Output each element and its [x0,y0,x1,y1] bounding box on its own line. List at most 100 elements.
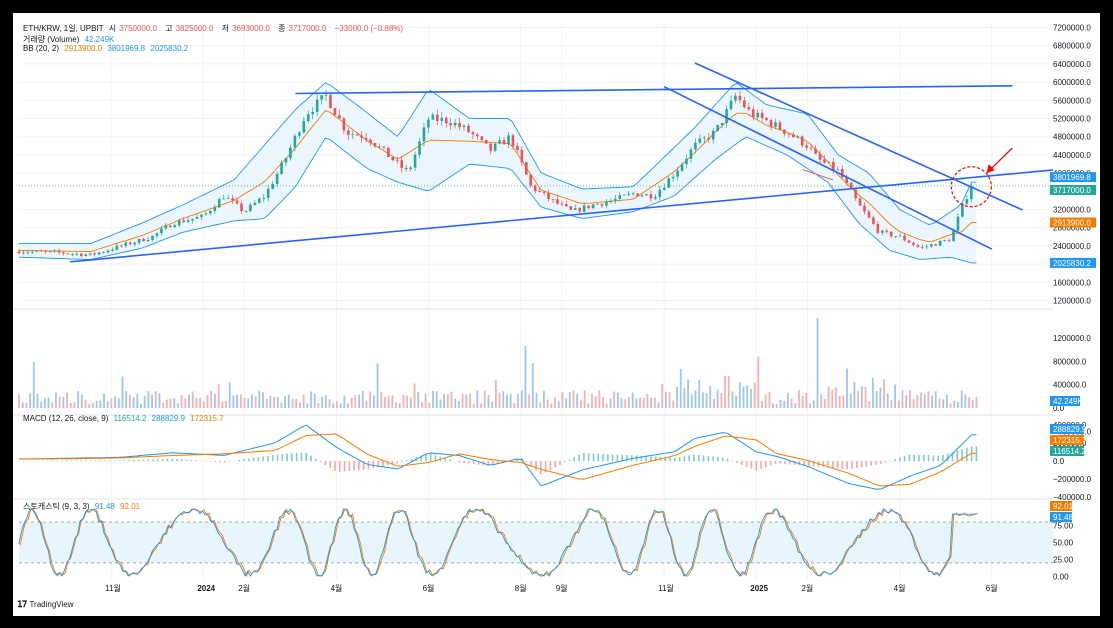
volume-bar [772,403,775,408]
volume-bar [232,395,235,408]
volume-bar [835,387,837,408]
candle-body [169,225,172,228]
volume-bar [572,390,575,408]
volume-bar [750,388,752,408]
candle-body [244,211,248,212]
volume-bar [576,393,579,408]
macd-hist-value: 116514.2 [113,414,147,423]
volume-bar [195,398,198,408]
candle-body [760,112,764,118]
volume-bar [550,403,553,408]
volume-bar [428,402,431,408]
volume-bar [154,391,157,408]
volume-bar [908,390,911,408]
candle-body [645,194,648,196]
macd-histogram-bar [228,460,231,462]
volume-bar [945,394,948,408]
volume-bar [18,394,20,408]
candle-body [596,203,599,205]
volume-bar [942,399,945,408]
macd-axis-badge [1050,446,1084,456]
volume-bar [923,394,926,408]
volume-bar [73,402,76,408]
macd-histogram-bar [908,454,911,462]
candle-body [111,249,114,251]
volume-bar [602,397,604,408]
macd-histogram-bar [51,460,54,462]
volume-bar [265,398,268,408]
macd-histogram-bar [377,460,379,468]
price-tick-label: 6800000.0 [1053,42,1091,51]
macd-tick-label: −200000.0 [1053,475,1092,484]
volume-bar [358,394,360,408]
volume-bar [395,402,397,408]
candle-body [71,253,74,255]
macd-histogram-bar [563,460,566,463]
candle-body [253,202,257,205]
candle-body [26,252,30,254]
candle-body [956,216,960,231]
macd-histogram-bar [745,460,748,467]
macd-histogram-bar [769,460,772,466]
volume-bar [458,400,460,408]
macd-histogram-bar [592,453,595,462]
time-tick-label: 2월 [238,583,250,593]
time-tick-label: 6월 [986,583,998,593]
candle-body [533,185,537,192]
macd-histogram-bar [808,460,810,467]
candle-body [827,161,831,163]
volume-bar [450,391,453,408]
candle-body [155,233,159,236]
close-label: 종 [278,24,286,33]
volume-bar [21,402,24,408]
macd-histogram-bar [937,455,939,462]
candle-body [226,198,230,199]
volume-bar [949,403,952,408]
macd-histogram-bar [75,460,78,462]
macd-histogram-bar [559,460,561,465]
volume-bar [753,382,756,408]
volume-bar [269,396,272,408]
macd-histogram-bar [616,454,619,462]
candle-body [600,203,604,206]
volume-bar [701,392,704,408]
candle-body [173,225,177,228]
volume-bar [424,393,427,408]
volume-bar [409,397,412,408]
volume-bar [310,391,312,408]
candle-body [947,240,951,242]
volume-bar [273,397,275,408]
macd-histogram-bar [472,460,475,465]
macd-histogram-bar [793,460,796,465]
chart-canvas[interactable]: 7200000.0 6800000.0 6400000.0 6000000.0 5600… [13,13,1100,616]
tradingview-logo-icon: 𝟣𝟩 [17,599,28,609]
volume-bar [661,383,664,408]
candle-body [765,117,768,121]
candle-body [640,195,644,197]
candle-body [881,230,884,233]
volume-bar [779,399,782,408]
macd-histogram-bar [607,454,609,462]
volume-bar [92,403,94,408]
volume-bar [125,391,128,408]
volume-bar [820,394,823,408]
volume-bar [838,395,841,408]
macd-histogram-bar [487,460,489,466]
volume-bar [339,403,342,408]
macd-histogram-bar [602,453,604,462]
time-tick-label: 4월 [330,583,342,593]
volume-legend-label: 거래량 (Volume) [23,35,80,44]
candle-body [97,252,101,255]
volume-bar [960,390,963,408]
volume-bar [180,395,183,408]
price-tick-label: 4400000.0 [1053,151,1091,160]
candle-body [373,142,377,147]
macd-histogram-bar [573,457,576,462]
macd-histogram-bar [865,460,868,467]
candle-body [814,148,817,154]
macd-histogram-bar [85,460,87,462]
volume-bar [554,397,556,408]
volume-bar [735,395,738,408]
tradingview-brand[interactable]: 𝟣𝟩 TradingView [17,599,73,610]
candle-body [431,114,435,120]
